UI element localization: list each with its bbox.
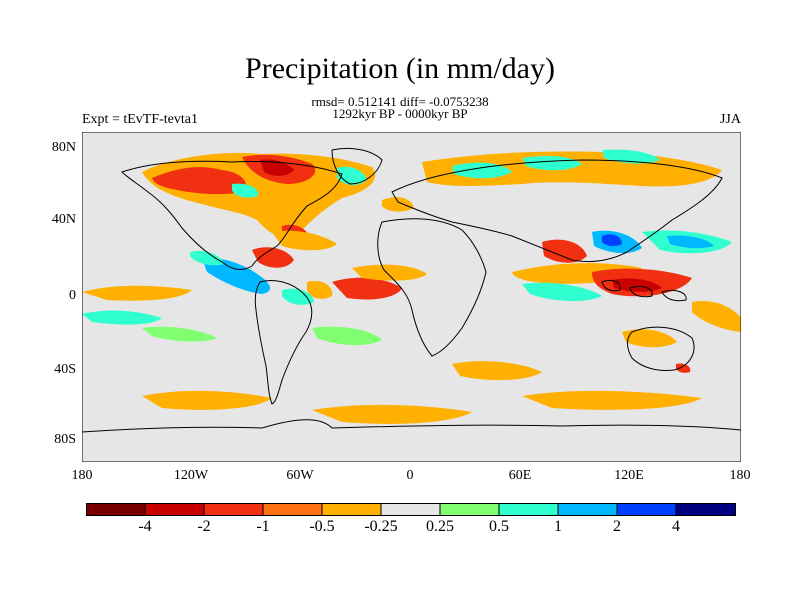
anomaly-europe-dry (382, 197, 414, 212)
colorbar-label: 4 (672, 518, 680, 535)
lon-label-180e: 180 (729, 468, 751, 483)
coastline-greenland (331, 147, 383, 185)
colorbar-label: 2 (613, 518, 621, 535)
anomaly-south-indian-dry (452, 361, 542, 381)
anomaly-southern-ocean-dry-east (522, 390, 702, 410)
colorbar (86, 503, 736, 516)
coastline-maritime-islands (601, 279, 687, 302)
anomaly-east-pacific-wet-edge (190, 250, 224, 266)
coastline-north-america (121, 160, 343, 270)
colorbar-swatch-10 (617, 503, 676, 516)
experiment-label: Expt = tEvTF-tevta1 (82, 112, 198, 127)
anomaly-maritime-dry-core (612, 278, 662, 292)
lon-label-120w: 120W (173, 468, 209, 483)
anomaly-caribbean-dry (252, 247, 294, 268)
colorbar-label: -1 (256, 518, 270, 535)
anomaly-west-pacific-wet-core (667, 235, 714, 249)
lon-label-60w: 60W (286, 468, 314, 483)
colorbar-swatch-1 (86, 503, 145, 516)
colorbar-swatch-8 (499, 503, 558, 516)
anomaly-indian-ocean-wet (522, 282, 602, 302)
anomaly-atlantic-itcz-dry (332, 277, 402, 300)
anomaly-east-asia-wet (602, 234, 622, 247)
anomaly-great-lakes-wet (232, 183, 259, 198)
colorbar-label: -0.5 (309, 518, 335, 535)
anomaly-south-pacific-dry (692, 300, 741, 332)
anomaly-central-pacific-dry (82, 285, 192, 301)
season-label: JJA (719, 112, 741, 127)
anomaly-central-pacific-wet-weak (142, 326, 217, 342)
anomaly-east-siberia-wet (602, 149, 660, 164)
colorbar-label: -0.25 (364, 518, 398, 535)
coastline-antarctica (82, 419, 741, 433)
colorbar-swatch-2 (145, 503, 204, 516)
colorbar-label: 0.25 (426, 518, 454, 535)
lat-label-80n: 80N (51, 140, 76, 155)
colorbar-swatch-4 (263, 503, 322, 516)
colorbar-label: 1 (554, 518, 562, 535)
lat-label-80s: 80S (54, 432, 76, 447)
anomaly-west-africa-dry (352, 264, 427, 281)
colorbar-swatch-11 (676, 503, 736, 516)
coastlines (82, 147, 741, 433)
anomaly-south-atlantic-wet (312, 326, 382, 346)
anomaly-north-america-dry-strong (152, 167, 246, 195)
anomaly-south-america-dry (307, 280, 333, 299)
lon-label-120e: 120E (614, 468, 644, 483)
period-label: 1292kyr BP - 0000kyr BP (332, 106, 468, 121)
lat-label-40s: 40S (54, 362, 76, 377)
anomaly-south-pacific-dry-band (142, 390, 272, 410)
anomaly-australia-dry (622, 329, 677, 348)
colorbar-label: -2 (197, 518, 211, 535)
anomaly-southern-ocean-dry (312, 404, 472, 424)
coastline-south-america (254, 280, 313, 405)
map-title: Precipitation (in mm/day) (245, 52, 555, 85)
anomaly-amazon-wet (282, 288, 314, 305)
lon-label-60e: 60E (508, 468, 532, 483)
anomaly-tasman-dry (676, 363, 691, 373)
lat-label-0: 0 (69, 288, 76, 303)
anomaly-india-dry (542, 239, 587, 263)
anomaly-central-pacific-wet (82, 310, 162, 325)
colorbar-label: 0.5 (489, 518, 509, 535)
lat-label-40n: 40N (51, 212, 76, 227)
colorbar-swatch-3 (204, 503, 263, 516)
anomaly-russia-wet (522, 156, 582, 171)
rmsd-diff-label: rmsd= 0.512141 diff= -0.0753238 (311, 94, 489, 109)
colorbar-swatch-9 (558, 503, 617, 516)
coastline-africa (377, 218, 487, 357)
anomaly-siberia-wet (452, 162, 512, 179)
lon-label-0: 0 (406, 468, 414, 483)
colorbar-swatch-7 (440, 503, 499, 516)
anomaly-east-pacific-wet (202, 257, 271, 294)
coastline-australia (627, 326, 695, 371)
precipitation-map (82, 132, 741, 462)
colorbar-swatch-5 (322, 503, 381, 516)
coastline-eurasia (391, 159, 723, 263)
anomaly-hudson-dry-core (260, 159, 294, 176)
colorbar-swatch-6 (381, 503, 440, 516)
colorbar-label: -4 (138, 518, 152, 535)
anomaly-north-atlantic-dry (272, 230, 337, 251)
lon-label-180w: 180 (71, 468, 93, 483)
